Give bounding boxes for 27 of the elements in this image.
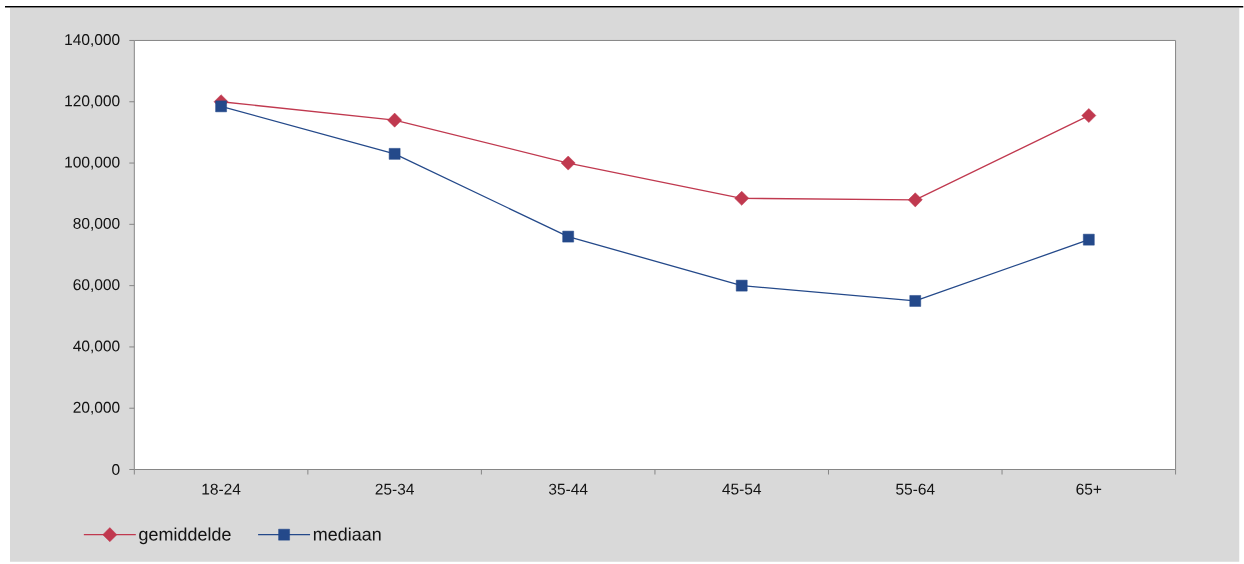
legend-label: mediaan [313, 527, 381, 541]
x-tick-label: 18-24 [202, 483, 241, 495]
point [909, 295, 922, 307]
point [1083, 234, 1095, 246]
y-tick-label: 80,000 [73, 218, 120, 231]
point [560, 155, 576, 171]
point [387, 113, 402, 128]
y-tick-label: 120,000 [65, 95, 120, 109]
point [1081, 108, 1097, 124]
x-tick-label: 25-34 [375, 483, 414, 495]
y-tick-label: 20,000 [73, 401, 120, 415]
x-tick-label: 45-54 [722, 483, 762, 495]
point [388, 148, 401, 160]
point [215, 100, 227, 113]
point [734, 191, 750, 206]
y-tick-label: 40,000 [73, 340, 120, 354]
point [907, 192, 923, 208]
point [562, 231, 574, 243]
y-tick-label: 140,000 [65, 34, 120, 48]
y-tick-label: 0 [112, 464, 120, 476]
y-tick-label: 60,000 [73, 279, 120, 293]
x-tick-label: 65+ [1076, 483, 1102, 495]
x-tick-label: 55-64 [896, 483, 935, 495]
legend-label: gemiddelde [139, 527, 231, 545]
x-tick-label: 35-44 [548, 483, 588, 495]
point [735, 280, 748, 292]
y-tick-label: 100,000 [65, 156, 120, 170]
